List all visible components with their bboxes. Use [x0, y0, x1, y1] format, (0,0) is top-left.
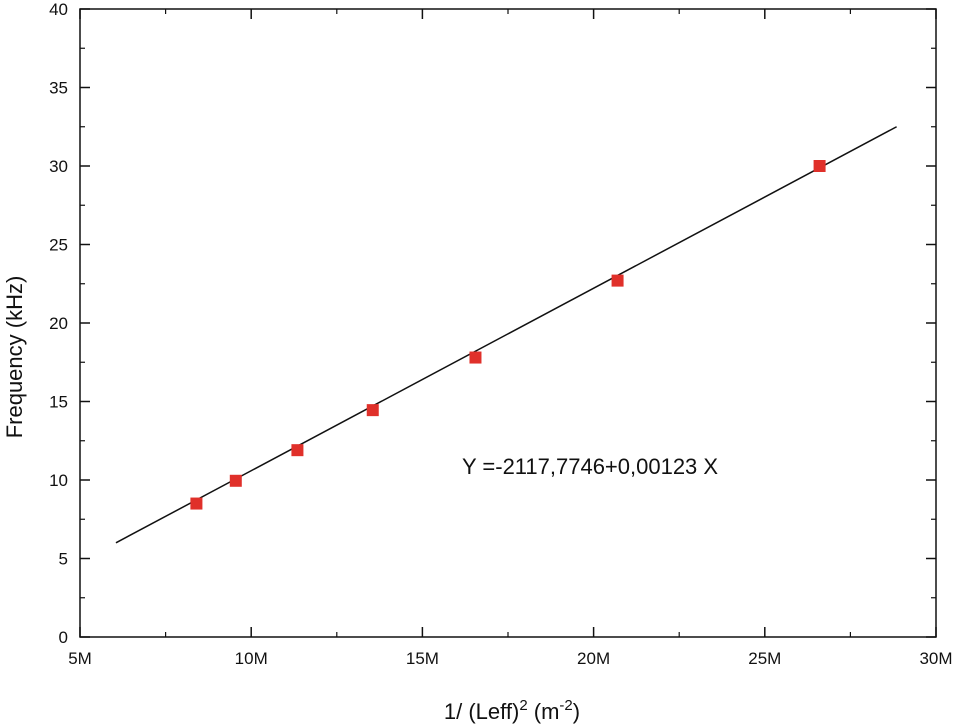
y-axis-label: Frequency (kHz)	[2, 276, 27, 439]
data-point	[469, 351, 482, 364]
x-axis-label-main: 1/ (Leff)	[444, 699, 519, 724]
fit-line	[115, 126, 897, 544]
data-points	[190, 160, 826, 510]
y-tick-label: 20	[49, 314, 68, 333]
x-tick-label: 10M	[235, 649, 268, 668]
data-point	[229, 474, 242, 487]
plot-frame	[79, 8, 937, 638]
x-axis-label-units-suffix: )	[573, 699, 580, 724]
fit-equation-annotation: Y =-2117,7746+0,00123 X	[462, 454, 718, 479]
x-tick-label: 5M	[68, 649, 92, 668]
x-tick-label: 15M	[406, 649, 439, 668]
y-tick-label: 15	[49, 393, 68, 412]
data-point	[190, 497, 203, 510]
y-axis-ticks: 0 5 10 15 20 25 30 35 40	[49, 0, 936, 647]
x-axis-ticks: 5M 10M 15M 20M 25M 30M	[68, 9, 953, 668]
x-tick-label: 20M	[577, 649, 610, 668]
x-tick-label: 30M	[919, 649, 952, 668]
data-point	[366, 404, 379, 417]
data-point	[291, 444, 304, 457]
y-tick-label: 30	[49, 157, 68, 176]
y-tick-label: 5	[59, 550, 68, 569]
y-tick-label: 25	[49, 236, 68, 255]
x-axis-label: 1/ (Leff)2 (m-2)	[444, 697, 580, 724]
x-axis-label-sup: 2	[519, 697, 527, 714]
y-tick-label: 40	[49, 0, 68, 19]
data-point	[611, 274, 624, 287]
x-axis-label-units-sup: -2	[559, 697, 572, 714]
y-tick-label: 0	[59, 628, 68, 647]
x-axis-label-units-prefix: (m	[528, 699, 560, 724]
data-point	[813, 160, 826, 172]
x-tick-label: 25M	[748, 649, 781, 668]
y-tick-label: 35	[49, 79, 68, 98]
y-tick-label: 10	[49, 471, 68, 490]
